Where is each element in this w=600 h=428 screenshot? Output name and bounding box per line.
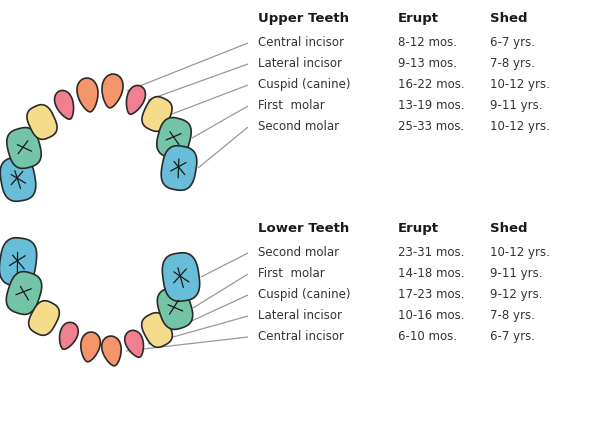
Text: 13-19 mos.: 13-19 mos. xyxy=(398,99,464,112)
Text: 10-12 yrs.: 10-12 yrs. xyxy=(490,78,550,91)
Text: First  molar: First molar xyxy=(258,267,325,280)
Polygon shape xyxy=(157,287,193,330)
Polygon shape xyxy=(27,105,57,140)
Text: 6-7 yrs.: 6-7 yrs. xyxy=(490,330,535,343)
Text: Lower Teeth: Lower Teeth xyxy=(258,222,349,235)
Polygon shape xyxy=(7,128,41,169)
Polygon shape xyxy=(161,146,197,190)
Polygon shape xyxy=(7,272,42,315)
Text: 6-7 yrs.: 6-7 yrs. xyxy=(490,36,535,49)
Polygon shape xyxy=(125,330,143,357)
Text: Second molar: Second molar xyxy=(258,120,339,133)
Polygon shape xyxy=(77,78,98,112)
Text: 10-12 yrs.: 10-12 yrs. xyxy=(490,246,550,259)
Text: 25-33 mos.: 25-33 mos. xyxy=(398,120,464,133)
Text: 9-11 yrs.: 9-11 yrs. xyxy=(490,267,542,280)
Text: Lateral incisor: Lateral incisor xyxy=(258,309,342,322)
Polygon shape xyxy=(142,97,172,131)
Text: 9-13 mos.: 9-13 mos. xyxy=(398,57,457,70)
Polygon shape xyxy=(102,336,121,366)
Polygon shape xyxy=(157,118,191,158)
Text: Cuspid (canine): Cuspid (canine) xyxy=(258,78,350,91)
Polygon shape xyxy=(59,322,78,349)
Text: 8-12 mos.: 8-12 mos. xyxy=(398,36,457,49)
Polygon shape xyxy=(142,313,172,347)
Polygon shape xyxy=(0,238,37,286)
Text: Erupt: Erupt xyxy=(398,222,439,235)
Text: 6-10 mos.: 6-10 mos. xyxy=(398,330,457,343)
Polygon shape xyxy=(81,332,100,362)
Text: Second molar: Second molar xyxy=(258,246,339,259)
Text: 10-16 mos.: 10-16 mos. xyxy=(398,309,464,322)
Text: 23-31 mos.: 23-31 mos. xyxy=(398,246,464,259)
Text: Erupt: Erupt xyxy=(398,12,439,25)
Polygon shape xyxy=(55,90,74,119)
Text: 10-12 yrs.: 10-12 yrs. xyxy=(490,120,550,133)
Text: 9-12 yrs.: 9-12 yrs. xyxy=(490,288,542,301)
Text: Central incisor: Central incisor xyxy=(258,330,344,343)
Text: Shed: Shed xyxy=(490,222,527,235)
Text: Upper Teeth: Upper Teeth xyxy=(258,12,349,25)
Polygon shape xyxy=(0,157,36,201)
Text: Cuspid (canine): Cuspid (canine) xyxy=(258,288,350,301)
Polygon shape xyxy=(163,253,200,301)
Text: Central incisor: Central incisor xyxy=(258,36,344,49)
Text: 7-8 yrs.: 7-8 yrs. xyxy=(490,57,535,70)
Polygon shape xyxy=(29,301,59,335)
Text: First  molar: First molar xyxy=(258,99,325,112)
Polygon shape xyxy=(127,86,145,114)
Text: 14-18 mos.: 14-18 mos. xyxy=(398,267,464,280)
Polygon shape xyxy=(102,74,123,108)
Text: 16-22 mos.: 16-22 mos. xyxy=(398,78,464,91)
Text: 7-8 yrs.: 7-8 yrs. xyxy=(490,309,535,322)
Text: 17-23 mos.: 17-23 mos. xyxy=(398,288,464,301)
Text: 9-11 yrs.: 9-11 yrs. xyxy=(490,99,542,112)
Text: Shed: Shed xyxy=(490,12,527,25)
Text: Lateral incisor: Lateral incisor xyxy=(258,57,342,70)
